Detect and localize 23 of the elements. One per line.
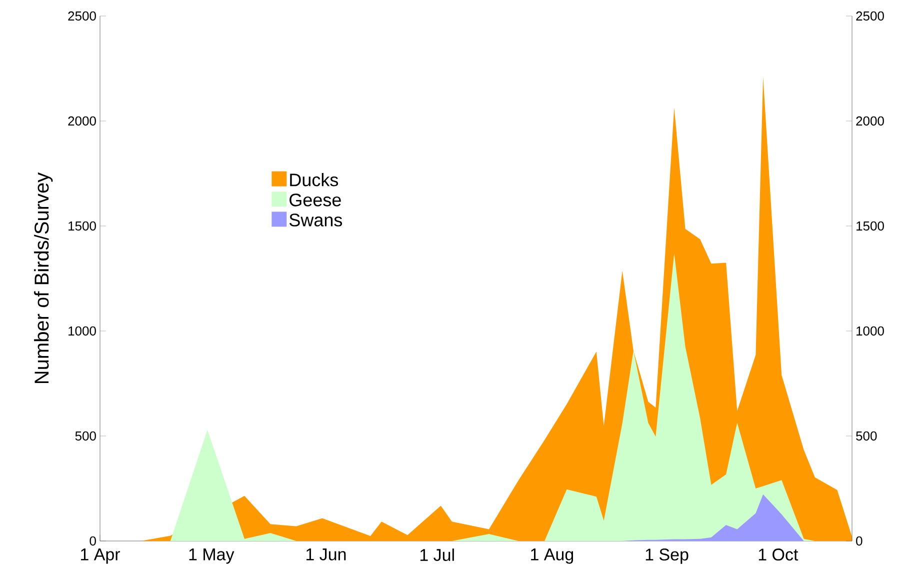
y2-tick-label: 2500 <box>856 11 884 21</box>
y2-tick-label: 2000 <box>856 116 884 126</box>
y2-tick-label: 0 <box>856 536 862 546</box>
y2-tick-label: 1500 <box>856 221 884 231</box>
y2-tick-label: 500 <box>856 431 877 441</box>
y-tick-label: 1500 <box>68 221 96 231</box>
x-tick-label: 1 May <box>189 548 234 564</box>
legend-label: Ducks <box>290 173 338 186</box>
x-tick-label: 1 Sep <box>646 548 688 564</box>
y-tick-label: 0 <box>90 536 96 546</box>
x-tick-label: 1 Jun <box>306 548 346 560</box>
y-tick-label: 2000 <box>68 116 96 126</box>
x-tick-label: 1 Aug <box>531 548 574 564</box>
y-axis-title: Number of Birds/Survey <box>34 172 53 383</box>
x-tick-label: 1 Jul <box>420 548 454 562</box>
x-tick-label: 1 Apr <box>80 548 120 564</box>
y-tick-label: 2500 <box>68 11 96 21</box>
x-tick-label: 1 Oct <box>758 548 798 561</box>
y-tick-label: 1000 <box>68 326 96 336</box>
legend-label: Geese <box>290 194 341 206</box>
y2-tick-label: 1000 <box>856 326 884 336</box>
legend-label: Swans <box>289 214 342 226</box>
y-tick-label: 500 <box>75 431 96 441</box>
